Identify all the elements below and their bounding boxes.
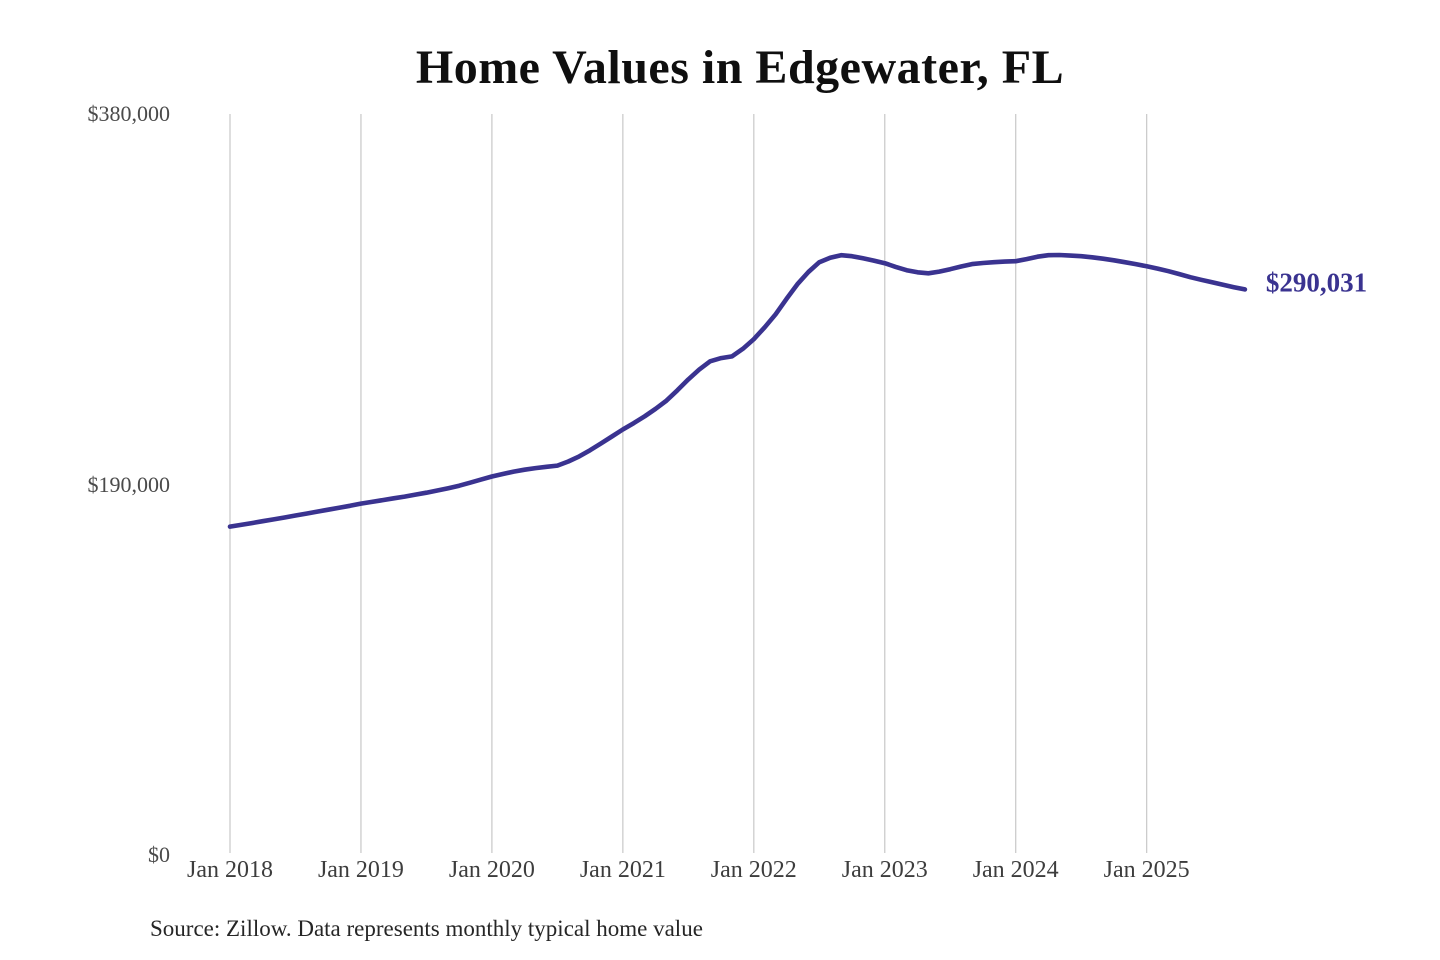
source-note: Source: Zillow. Data represents monthly … (150, 916, 703, 941)
x-tick-label: Jan 2020 (448, 857, 535, 883)
latest-value-label: $290,031 (1265, 267, 1368, 298)
y-tick-label: $0 (148, 842, 170, 867)
x-tick-label: Jan 2024 (972, 857, 1059, 883)
x-tick-label: Jan 2018 (187, 857, 273, 883)
y-tick-label: $380,000 (87, 101, 171, 126)
chart-title: Home Values in Edgewater, FL (415, 41, 1065, 94)
y-tick-label: $190,000 (87, 471, 171, 497)
x-tick-label: Jan 2025 (1103, 857, 1190, 883)
home-value-line (227, 252, 1248, 529)
x-tick-label: Jan 2022 (710, 857, 797, 883)
x-tick-label: Jan 2023 (841, 857, 928, 883)
x-tick-label: Jan 2021 (579, 857, 666, 883)
x-tick-label: Jan 2019 (317, 857, 404, 883)
